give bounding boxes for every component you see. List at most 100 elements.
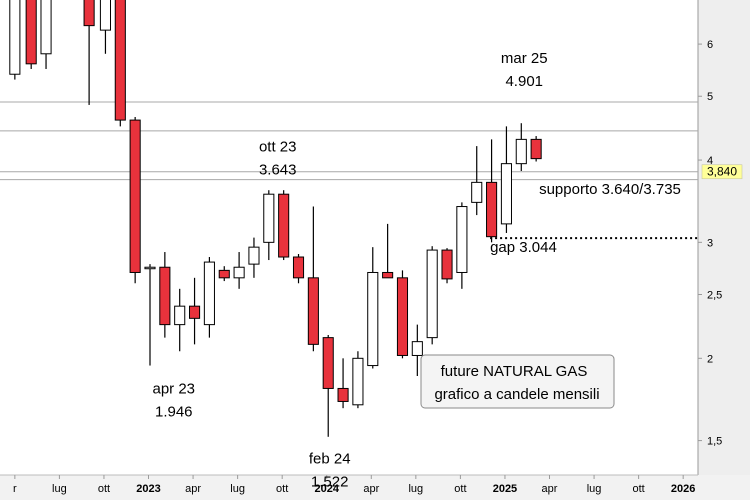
candle — [471, 146, 483, 216]
candle-body — [9, 0, 21, 75]
candle — [411, 324, 423, 377]
candle — [441, 248, 453, 284]
annotation-line: feb 24 — [309, 450, 351, 467]
x-tick-label: lug — [52, 483, 67, 495]
candle-body — [292, 256, 305, 279]
annotation-gap: gap 3.044 — [490, 239, 557, 256]
annotation-line: 1.946 — [155, 403, 193, 420]
candle-body — [248, 246, 260, 265]
price-marker-box — [701, 164, 743, 180]
candle-body — [25, 0, 37, 65]
candle — [99, 0, 111, 54]
candle — [322, 334, 334, 437]
x-axis: r lug ott 2023 apr lug ott 2024 apr lug ott 2025 apr… — [13, 475, 695, 495]
candle — [25, 0, 37, 69]
candle — [129, 116, 141, 284]
candle-body — [159, 266, 171, 326]
candle-body — [396, 277, 409, 356]
candle — [456, 202, 468, 289]
candle — [203, 257, 215, 338]
annotation-feb24: feb 24 1.522 — [309, 450, 351, 490]
chart-subtitle: grafico a candele mensili — [434, 386, 599, 403]
y-tick-label: 2,5 — [707, 289, 722, 301]
candle — [174, 288, 186, 352]
candle — [382, 223, 394, 279]
annotations: mar 25 4.901 ott 23 3.643 apr 23 1.946 feb 24 1… — [152, 50, 680, 491]
y-tick-label: 6 — [707, 39, 713, 51]
candle-body — [411, 341, 423, 356]
candle — [500, 126, 512, 233]
y-tick-label: 3 — [707, 237, 713, 249]
y-tick-label: 4 — [707, 155, 713, 167]
y-tick-label: 5 — [707, 91, 713, 103]
candle — [83, 0, 95, 105]
annotation-line: ott 23 — [259, 139, 297, 156]
candle-body — [352, 357, 364, 406]
y-axis: 6 5 4 3 2,5 2 1,5 — [698, 39, 722, 448]
candle-body — [189, 305, 201, 319]
candles — [9, 0, 542, 437]
candle-body — [367, 271, 379, 367]
candle — [218, 266, 230, 282]
x-tick-label: apr — [542, 483, 558, 495]
candle-body — [99, 0, 111, 31]
candle-body — [218, 269, 230, 279]
x-tick-label: apr — [185, 483, 201, 495]
candle-body — [441, 249, 453, 280]
candle-body — [486, 181, 498, 238]
candle-body — [426, 249, 438, 339]
candle — [352, 351, 364, 409]
candle-body — [307, 277, 319, 345]
x-tick-label: ott — [632, 483, 644, 495]
candle-body — [263, 193, 275, 243]
annotation-line: mar 25 — [501, 50, 548, 67]
title-box — [420, 354, 615, 409]
annotation-mar25: mar 25 4.901 — [501, 50, 548, 90]
annotation-line: gap 3.044 — [490, 239, 557, 256]
candle-body — [40, 0, 52, 55]
candle — [292, 254, 305, 284]
candle-body — [456, 206, 468, 273]
candle — [426, 246, 438, 345]
candle — [144, 264, 156, 366]
horizontal-lines — [0, 101, 698, 240]
y-axis-panel — [698, 0, 750, 500]
candle — [159, 252, 171, 338]
candle-body — [515, 138, 527, 165]
price-marker-label: 3,840 — [707, 165, 737, 179]
annotation-line: supporto 3.640/3.735 — [539, 181, 681, 198]
candle — [9, 0, 21, 80]
candle-body — [382, 271, 394, 279]
candle — [486, 139, 498, 243]
chart-title-box: future NATURAL GAS grafico a candele men… — [420, 354, 615, 409]
x-tick-label: 2024 — [314, 483, 339, 495]
candle-body — [278, 193, 290, 258]
annotation-line: 4.901 — [505, 73, 543, 90]
x-tick-label: 2026 — [671, 483, 695, 495]
candle-body — [114, 0, 126, 121]
chart-title: future NATURAL GAS — [441, 363, 588, 380]
candle — [114, 0, 126, 127]
candle-body — [144, 266, 156, 270]
annotation-supporto: supporto 3.640/3.735 — [539, 181, 681, 198]
candle-body — [322, 337, 334, 389]
candle-body — [129, 119, 141, 273]
candle — [263, 190, 275, 261]
x-tick-label: ott — [276, 483, 288, 495]
candle-body — [203, 261, 215, 326]
candle — [530, 136, 542, 162]
y-tick-label: 2 — [707, 353, 713, 365]
candle-body — [83, 0, 95, 27]
candle-body — [471, 181, 483, 203]
candle — [40, 0, 52, 69]
candle — [189, 277, 201, 345]
annotation-line: 1.522 — [311, 473, 349, 490]
candle — [233, 252, 245, 289]
price-marker: 3,840 — [701, 164, 743, 180]
annotation-apr23: apr 23 1.946 — [152, 380, 195, 420]
candle — [337, 358, 349, 409]
x-tick-label: lug — [408, 483, 423, 495]
x-axis-panel — [0, 475, 750, 500]
x-tick-label: 2023 — [136, 483, 160, 495]
